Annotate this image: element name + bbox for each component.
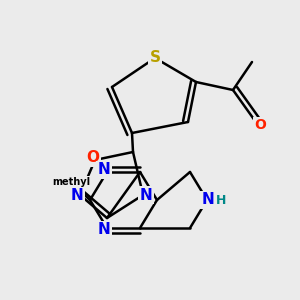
Text: O: O [254,118,266,132]
Text: S: S [149,50,161,65]
Text: H: H [216,194,226,206]
Text: N: N [140,188,152,202]
Text: N: N [98,163,110,178]
Text: O: O [86,151,100,166]
Text: methyl: methyl [52,177,90,187]
Text: N: N [202,193,214,208]
Text: N: N [98,223,110,238]
Text: N: N [70,188,83,202]
